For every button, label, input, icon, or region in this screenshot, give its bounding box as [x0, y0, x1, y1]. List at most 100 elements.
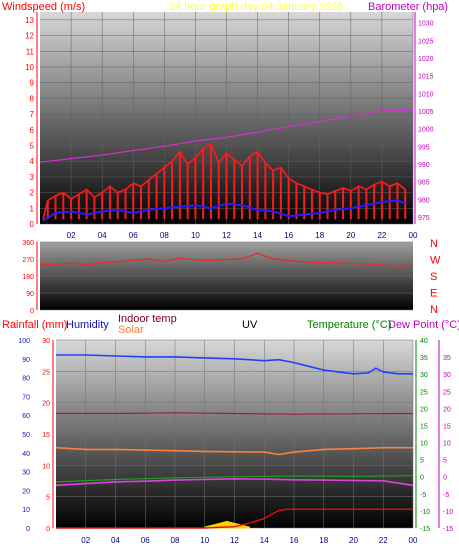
- dewpoint-y-tick-label: 10: [443, 441, 451, 448]
- temperature-y-tick-label: -10: [420, 509, 430, 516]
- wind-y-tick-label: 9: [30, 79, 35, 88]
- climate-series: [55, 354, 414, 529]
- climate-x-tick-label: 16: [290, 536, 299, 545]
- barometer-line: [39, 109, 414, 163]
- rain-y-tick-label: 15: [42, 432, 50, 439]
- wind-x-tick-label: 16: [284, 231, 293, 240]
- temperature-y-tick-label: 10: [420, 441, 428, 448]
- temperature-y-tick-label: 5: [420, 458, 424, 465]
- wind-x-tick-label: 00: [409, 231, 418, 240]
- temperature-y-tick-label: 0: [420, 475, 424, 482]
- humidity-label: Humidity: [66, 319, 109, 331]
- temperature-y-tick-label: -15: [420, 526, 430, 533]
- compass-label: W: [430, 255, 441, 267]
- wind-x-tick-label: 22: [377, 231, 386, 240]
- chart-title: 24 hour graph day 04 January 2026: [169, 1, 343, 13]
- compass-label: E: [430, 288, 437, 300]
- wind-x-tick-label: 06: [129, 231, 138, 240]
- barometer-y-tick-label: 1005: [418, 109, 434, 116]
- humidity-line: [56, 354, 413, 375]
- temperature-line: [55, 446, 413, 456]
- windspeed-label: Windspeed (m/s): [2, 1, 85, 13]
- barometer-y-tick-label: 990: [418, 162, 430, 169]
- wind-y-tick-label: 12: [25, 32, 34, 41]
- climate-x-tick-label: 00: [409, 536, 418, 545]
- barometer-label: Barometer (hpa): [368, 1, 448, 13]
- wind-x-tick-label: 10: [191, 231, 200, 240]
- wind-y-tick-label: 6: [30, 126, 35, 135]
- dewpoint-y-tick-label: -15: [443, 526, 453, 533]
- temperature-y-tick-label: 15: [420, 423, 428, 430]
- wind-gust-line: [42, 142, 406, 220]
- wind-y-tick-label: 2: [30, 189, 35, 198]
- barometer-y-tick-label: 980: [418, 197, 430, 204]
- indoor-temp-line: [56, 412, 414, 415]
- barometer-y-tick-label: 1015: [418, 74, 434, 81]
- climate-x-tick-label: 18: [319, 536, 328, 545]
- humidity-y-tick-label: 70: [22, 394, 30, 401]
- climate-x-tick-label: 10: [200, 536, 209, 545]
- rain-y-tick-label: 30: [42, 338, 50, 345]
- climate-x-tick-label: 08: [171, 536, 180, 545]
- rain-y-tick-label: 25: [42, 369, 50, 376]
- dewpoint-y-tick-label: 35: [443, 355, 451, 362]
- dewpoint-y-tick-label: 25: [443, 389, 451, 396]
- wind-y-tick-label: 4: [30, 157, 35, 166]
- wind-x-tick-label: 02: [67, 231, 76, 240]
- humidity-y-tick-label: 0: [26, 526, 30, 533]
- rainfall-line: [56, 508, 413, 529]
- temperature-label: Temperature (°C): [307, 319, 391, 331]
- barometer-y-tick-label: 1020: [418, 56, 434, 63]
- wind-y-tick-label: 8: [30, 94, 35, 103]
- wind-average-line: [42, 199, 406, 222]
- wind-series: [39, 109, 414, 222]
- temperature-y-tick-label: 20: [420, 406, 428, 413]
- humidity-y-tick-label: 10: [22, 507, 30, 514]
- wind-y-tick-label: 11: [26, 47, 35, 56]
- rain-y-tick-label: 5: [46, 495, 50, 502]
- wind-y-tick-label: 13: [25, 16, 34, 25]
- dewpoint-y-tick-label: 5: [443, 458, 447, 465]
- humidity-y-tick-label: 60: [22, 413, 30, 420]
- wind-direction-line: [39, 252, 414, 267]
- wind-y-tick-label: 5: [30, 141, 35, 150]
- dewpoint-y-tick-label: 0: [443, 475, 447, 482]
- wind-x-tick-label: 18: [315, 231, 324, 240]
- humidity-y-tick-label: 30: [22, 470, 30, 477]
- climate-x-tick-label: 20: [349, 536, 358, 545]
- climate-x-tick-label: 02: [81, 536, 90, 545]
- temperature-y-tick-label: 30: [420, 372, 428, 379]
- barometer-y-tick-label: 975: [418, 215, 430, 222]
- direction-y-tick-label: 360: [22, 240, 34, 247]
- climate-x-tick-label: 22: [379, 536, 388, 545]
- climate-x-tick-label: 04: [111, 536, 120, 545]
- temperature-y-tick-label: 40: [420, 338, 428, 345]
- wind-axes: 0123456789101112139759809859909951000100…: [25, 12, 434, 240]
- compass-label: S: [430, 271, 437, 283]
- wind-x-tick-label: 12: [222, 231, 231, 240]
- humidity-y-tick-label: 100: [18, 338, 30, 345]
- temperature-y-tick-label: 35: [420, 355, 428, 362]
- rain-y-tick-label: 20: [42, 401, 50, 408]
- climate-x-tick-label: 06: [141, 536, 150, 545]
- direction-y-tick-label: 0: [30, 308, 34, 315]
- direction-y-tick-label: 270: [22, 257, 34, 264]
- wind-y-tick-label: 7: [30, 110, 35, 119]
- outdoor-green-line: [55, 475, 414, 483]
- dewpoint-y-tick-label: 20: [443, 406, 451, 413]
- wind-y-tick-label: 10: [25, 63, 34, 72]
- humidity-y-tick-label: 90: [22, 357, 30, 364]
- rain-y-tick-label: 0: [46, 526, 50, 533]
- dewpoint-y-tick-label: 15: [443, 423, 451, 430]
- direction-series: [39, 252, 414, 267]
- dewpoint-y-tick-label: -5: [443, 492, 449, 499]
- wind-y-tick-label: 1: [30, 204, 35, 213]
- solar-label: Solar: [118, 324, 144, 336]
- humidity-y-tick-label: 50: [22, 432, 30, 439]
- direction-y-tick-label: 180: [22, 274, 34, 281]
- barometer-y-tick-label: 1025: [418, 38, 434, 45]
- dewpoint-y-tick-label: 30: [443, 372, 451, 379]
- temperature-y-tick-label: -5: [420, 492, 426, 499]
- wind-y-tick-label: 0: [30, 220, 35, 229]
